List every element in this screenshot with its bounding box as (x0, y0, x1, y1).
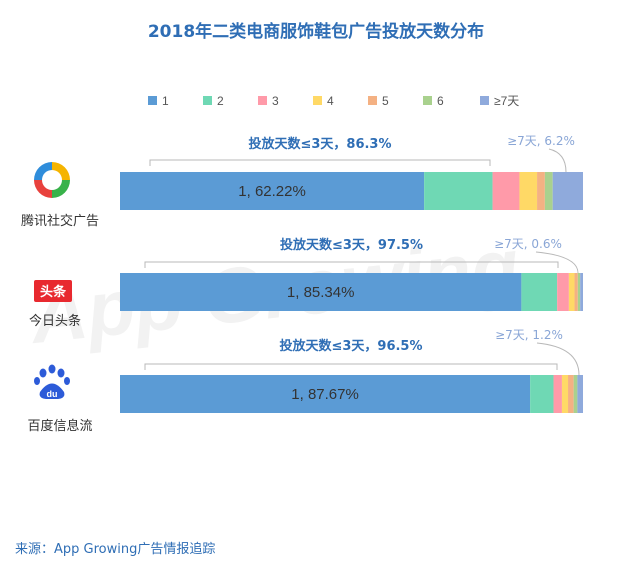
svg-text:du: du (47, 389, 58, 399)
svg-text:头条: 头条 (40, 284, 67, 300)
legend-label: 5 (382, 94, 389, 108)
tail-label: ≥7天, 0.6% (494, 237, 562, 251)
bar-segment (120, 375, 531, 413)
tencent-social-ads-logo-icon (34, 162, 70, 198)
platform-name-baidu: 百度信息流 (27, 418, 92, 434)
bar-segment (519, 172, 538, 210)
annotations: 1, 62.22% 1, 85.34% 1, 87.67% 投放天数≤3天，86.3%… (144, 134, 580, 403)
bar-segment (120, 172, 425, 210)
legend-swatch (258, 96, 267, 105)
baidu-logo-icon: du (34, 364, 70, 399)
legend-swatch (313, 96, 322, 105)
bar-data-label: 1, 87.67% (291, 386, 359, 403)
tail-label: ≥7天, 6.2% (507, 134, 575, 148)
brace-line (144, 261, 559, 268)
bar-segment (492, 172, 520, 210)
bar-segment (530, 375, 554, 413)
bars (120, 172, 583, 413)
bar-segment (537, 172, 545, 210)
bar-segment (552, 172, 583, 210)
bar-data-label: 1, 62.22% (238, 183, 306, 200)
brace-label: 投放天数≤3天，96.5% (279, 338, 422, 354)
bar-segment (574, 273, 578, 311)
tail-label: ≥7天, 1.2% (495, 328, 563, 342)
legend-swatch (423, 96, 432, 105)
source-note: 来源：App Growing广告情报追踪 (15, 541, 215, 557)
bar-segment (557, 273, 569, 311)
brace-line (144, 363, 558, 370)
legend-swatch (203, 96, 212, 105)
platform-name-toutiao: 今日头条 (29, 313, 81, 329)
legend: 1 2 3 4 5 6 ≥7天 (148, 94, 519, 108)
tail-leader-line (536, 342, 580, 376)
bar-segment (553, 375, 562, 413)
legend-label: 3 (272, 94, 279, 108)
legend-label: 6 (437, 94, 444, 108)
bar-segment (580, 273, 583, 311)
chart-title: 2018年二类电商服饰鞋包广告投放天数分布 (148, 21, 484, 42)
legend-label: 1 (162, 94, 169, 108)
bar-segment (561, 375, 569, 413)
bar-segment (424, 172, 493, 210)
legend-label: 2 (217, 94, 224, 108)
legend-swatch (480, 96, 489, 105)
bar-segment (573, 375, 578, 413)
bar-segment (568, 375, 574, 413)
bar-segment (544, 172, 553, 210)
bar-segment (568, 273, 575, 311)
bar-segment (577, 273, 581, 311)
brace-label: 投放天数≤3天，86.3% (248, 136, 391, 152)
tail-leader-line (535, 251, 579, 274)
legend-swatch (148, 96, 157, 105)
brace-line (149, 159, 491, 166)
platform-name-tencent: 腾讯社交广告 (21, 213, 99, 229)
bar-segment (120, 273, 522, 311)
brace-label: 投放天数≤3天，97.5% (280, 237, 423, 253)
legend-label: 4 (327, 94, 334, 108)
bar-segment (577, 375, 583, 413)
toutiao-logo-icon: 头条 (34, 280, 72, 302)
legend-swatch (368, 96, 377, 105)
legend-label: ≥7天 (494, 94, 519, 108)
bar-segment (521, 273, 558, 311)
tail-leader-line (548, 148, 567, 173)
bar-data-label: 1, 85.34% (287, 284, 355, 301)
